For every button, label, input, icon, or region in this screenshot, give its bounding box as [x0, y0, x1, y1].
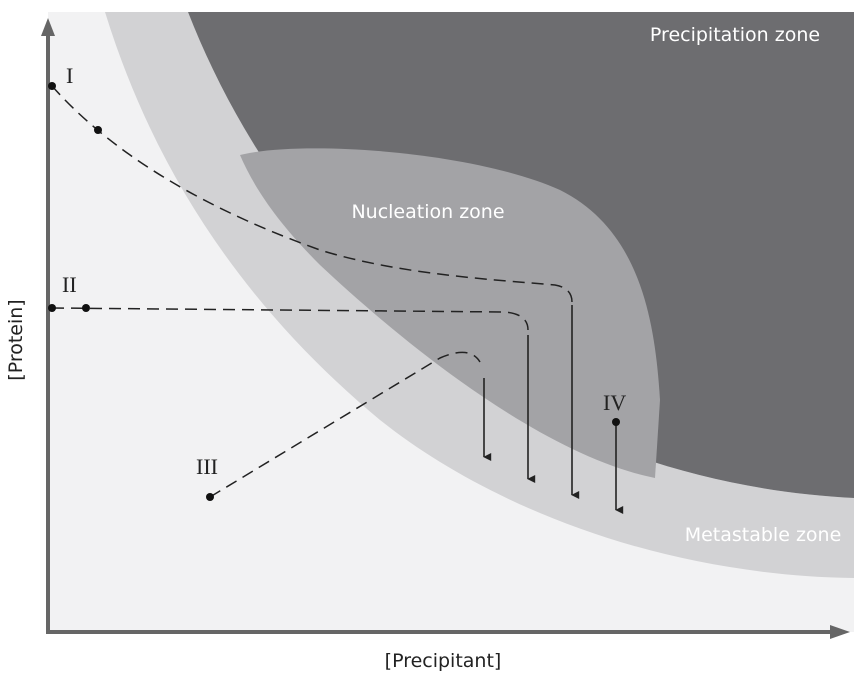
path-ii [51, 307, 529, 331]
zone-label: Nucleation zone [351, 201, 504, 223]
metastable-region [105, 12, 854, 578]
zone-label: Metastable zone [685, 524, 842, 546]
nucleation-region [240, 148, 660, 478]
point [48, 304, 56, 312]
x-axis-label: [Precipitant] [385, 650, 502, 672]
y-axis-arrow [41, 18, 55, 36]
y-axis-label: [Protein] [5, 299, 27, 380]
point [82, 304, 90, 312]
point [48, 82, 56, 90]
point [612, 418, 620, 426]
path-i [51, 85, 573, 303]
zone-label: Precipitation zone [650, 24, 820, 46]
point [206, 493, 214, 501]
path-label: II [62, 272, 77, 297]
point [94, 126, 102, 134]
path-iii [209, 351, 481, 498]
path-label: I [66, 63, 73, 88]
x-axis-arrow [830, 625, 850, 639]
path-label: IV [603, 390, 626, 415]
path-label: III [196, 454, 218, 479]
